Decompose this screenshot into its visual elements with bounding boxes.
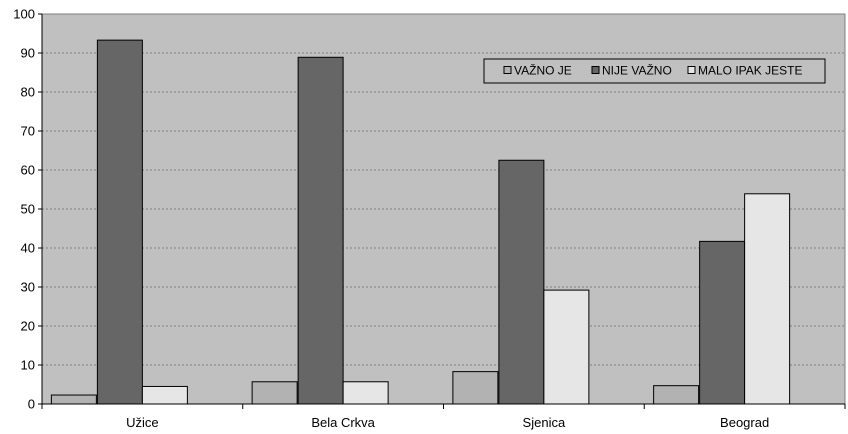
- legend-label: MALO IPAK JESTE: [698, 64, 802, 78]
- bar: [342, 381, 389, 405]
- legend-swatch: [503, 66, 512, 74]
- y-tick-label: 20: [21, 319, 35, 334]
- x-tick-label: Beograd: [720, 415, 769, 430]
- y-tick-label: 80: [21, 85, 35, 100]
- bar: [297, 56, 344, 405]
- bar: [744, 193, 791, 405]
- y-tick-label: 70: [21, 124, 35, 139]
- legend-swatch: [687, 66, 696, 74]
- x-axis: Užice Bela Crkva Sjenica Beograd: [41, 403, 846, 430]
- y-tick-label: 100: [13, 7, 35, 22]
- legend-box: [483, 58, 826, 84]
- x-tick-label: Sjenica: [523, 415, 566, 430]
- y-tick-label: 10: [21, 358, 35, 373]
- legend-label: NIJE VAŽNO: [602, 63, 672, 78]
- y-axis: 0 10 20 30 40 50 60 70 80 90 100: [13, 7, 43, 412]
- y-tick-label: 40: [21, 241, 35, 256]
- bar: [699, 240, 746, 405]
- y-tick-label: 30: [21, 280, 35, 295]
- bar: [50, 394, 97, 405]
- bar: [141, 385, 188, 405]
- y-tick-label: 0: [28, 397, 35, 412]
- y-tick-label: 90: [21, 46, 35, 61]
- legend-label: VAŽNO JE: [514, 63, 572, 78]
- bar: [251, 381, 298, 405]
- y-tick-label: 50: [21, 202, 35, 217]
- bar: [452, 371, 499, 405]
- bars: [50, 39, 791, 405]
- x-tick-label: Bela Crkva: [311, 415, 375, 430]
- x-tick-label: Užice: [126, 415, 159, 430]
- legend-swatch: [591, 66, 600, 74]
- legend: VAŽNO JE NIJE VAŽNO MALO IPAK JESTE: [483, 58, 826, 84]
- bar: [653, 385, 700, 405]
- bar: [543, 289, 590, 405]
- y-tick-label: 60: [21, 163, 35, 178]
- bar: [96, 39, 143, 405]
- bar: [498, 159, 545, 405]
